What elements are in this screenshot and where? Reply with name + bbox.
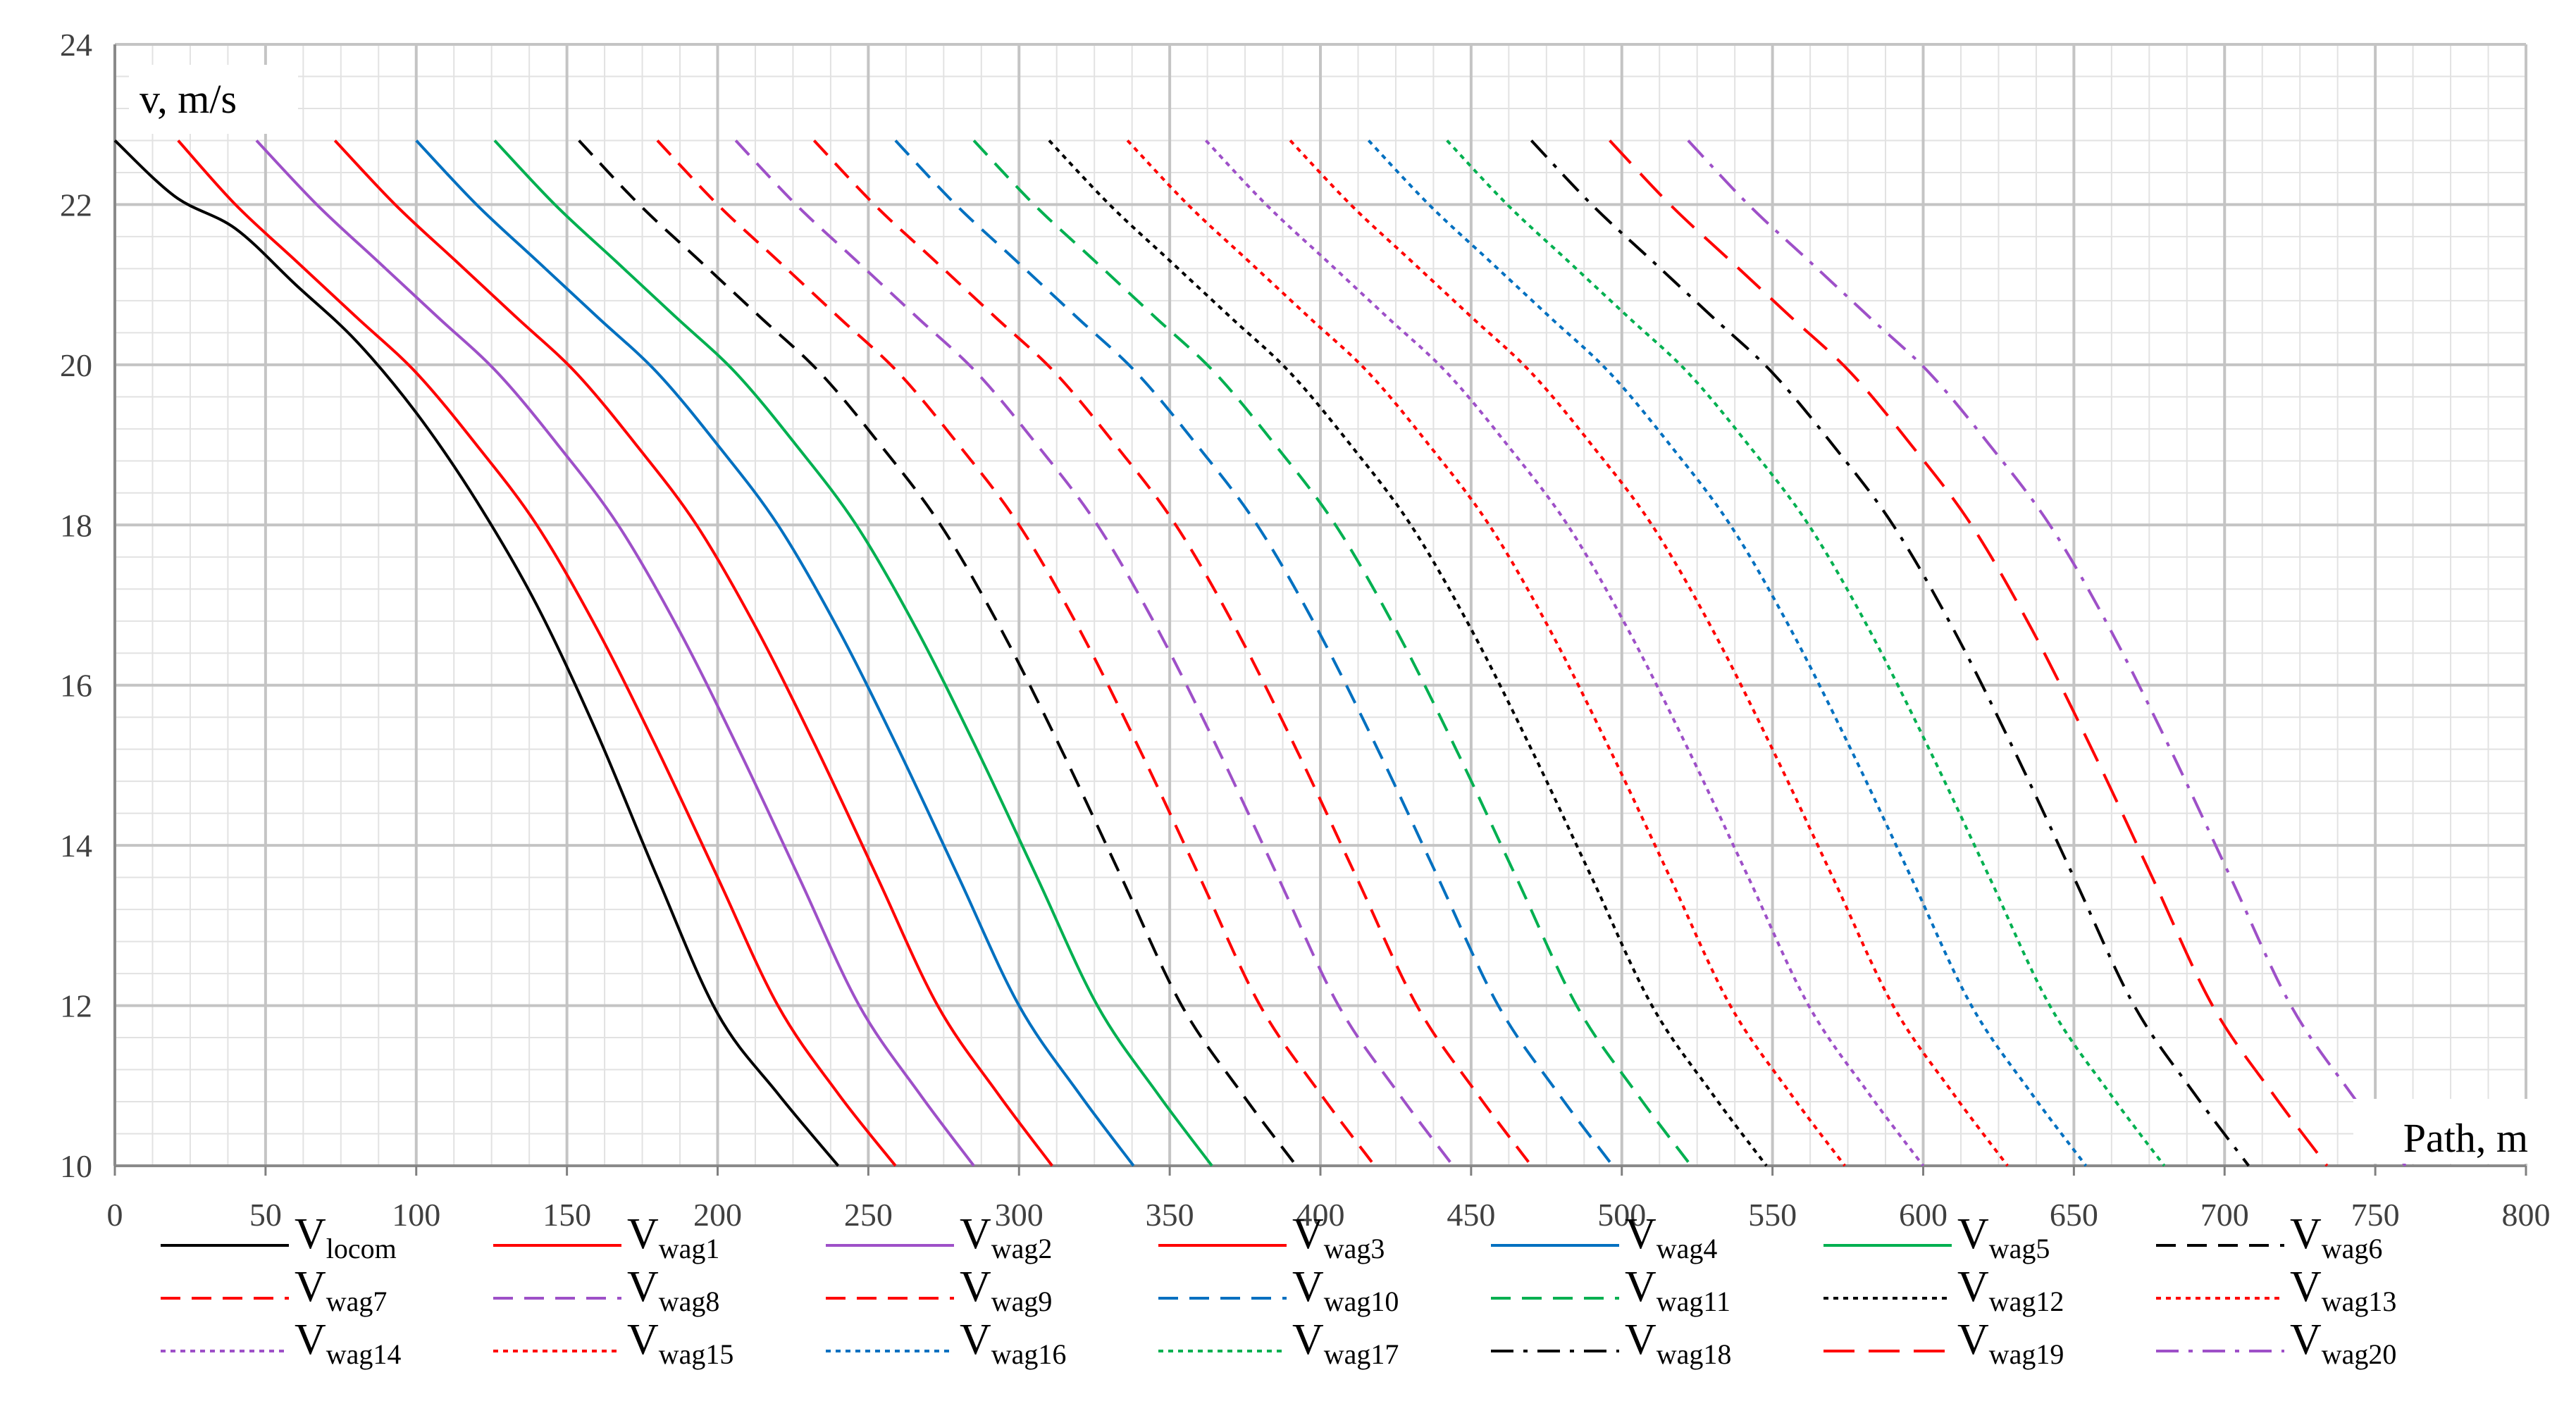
x-tick-label: 550 xyxy=(1748,1197,1797,1233)
legend-label-wag15: Vwag15 xyxy=(627,1316,733,1370)
series-line-wag1 xyxy=(177,139,897,1167)
x-tick-label: 250 xyxy=(844,1197,893,1233)
series-line-wag6 xyxy=(578,139,1298,1167)
y-tick-label: 24 xyxy=(60,27,92,63)
y-tick-label: 10 xyxy=(60,1148,92,1184)
y-tick-label: 22 xyxy=(60,187,92,223)
series-line-wag11 xyxy=(972,139,1692,1167)
x-axis-label: Path, m xyxy=(2403,1115,2528,1161)
series-line-wag8 xyxy=(734,139,1454,1167)
legend-label-wag14: Vwag14 xyxy=(295,1316,401,1370)
y-tick-label: 14 xyxy=(60,828,92,864)
legend-label-wag10: Vwag10 xyxy=(1292,1263,1399,1317)
legend-label-wag4: Vwag4 xyxy=(1625,1210,1717,1264)
series-line-wag19 xyxy=(1609,139,2329,1167)
x-tick-label: 150 xyxy=(543,1197,591,1233)
legend-label-wag20: Vwag20 xyxy=(2290,1316,2396,1370)
series-line-wag2 xyxy=(255,139,975,1167)
x-tick-label: 50 xyxy=(249,1197,282,1233)
series-line-wag12 xyxy=(1048,139,1768,1167)
x-tick-labels: 0 50 100 150 200 250 300 350 400 450 500 550 600 650 7… xyxy=(107,1166,2551,1233)
series-line-wag13 xyxy=(1126,139,1846,1167)
x-tick-label: 600 xyxy=(1899,1197,1948,1233)
series-line-wag16 xyxy=(1367,139,2088,1167)
series-layer xyxy=(113,139,2407,1167)
x-tick-label: 0 xyxy=(107,1197,123,1233)
legend-label-locom: Vlocom xyxy=(295,1210,397,1264)
legend-label-wag12: Vwag12 xyxy=(1957,1263,2064,1317)
legend-label-wag8: Vwag8 xyxy=(627,1263,719,1317)
series-line-wag4 xyxy=(415,139,1135,1167)
y-tick-labels: 10 12 14 16 18 20 22 24 xyxy=(60,27,92,1184)
y-tick-label: 20 xyxy=(60,347,92,383)
legend: Vlocom Vwag1 Vwag2 Vwag3 Vwag4 Vwag5 Vwag6Vwag… xyxy=(161,1210,2396,1370)
legend-label-wag7: Vwag7 xyxy=(295,1263,387,1317)
x-tick-label: 500 xyxy=(1597,1197,1646,1233)
legend-label-wag18: Vwag18 xyxy=(1625,1316,1731,1370)
legend-label-wag2: Vwag2 xyxy=(960,1210,1052,1264)
x-tick-label: 300 xyxy=(995,1197,1044,1233)
series-line-wag15 xyxy=(1289,139,2009,1167)
series-line-wag14 xyxy=(1205,139,1925,1167)
series-line-wag7 xyxy=(656,139,1376,1167)
legend-label-wag9: Vwag9 xyxy=(960,1263,1052,1317)
series-line-locom xyxy=(113,139,840,1167)
legend-label-wag13: Vwag13 xyxy=(2290,1263,2396,1317)
legend-label-wag16: Vwag16 xyxy=(960,1316,1066,1370)
series-line-wag18 xyxy=(1530,139,2250,1167)
series-line-wag5 xyxy=(493,139,1213,1167)
x-tick-label: 650 xyxy=(2050,1197,2098,1233)
y-axis-label: v, m/s xyxy=(140,76,237,122)
y-tick-label: 16 xyxy=(60,668,92,704)
x-tick-label: 100 xyxy=(392,1197,440,1233)
series-line-wag10 xyxy=(894,139,1614,1167)
legend-label-wag5: Vwag5 xyxy=(1957,1210,2050,1264)
x-tick-label: 700 xyxy=(2200,1197,2249,1233)
series-line-wag3 xyxy=(333,139,1053,1167)
y-tick-label: 18 xyxy=(60,507,92,543)
x-tick-label: 800 xyxy=(2502,1197,2551,1233)
x-tick-label: 450 xyxy=(1447,1197,1495,1233)
series-line-wag9 xyxy=(812,139,1533,1167)
y-tick-label: 12 xyxy=(60,988,92,1024)
x-tick-label: 400 xyxy=(1296,1197,1345,1233)
x-tick-label: 750 xyxy=(2351,1197,2400,1233)
legend-label-wag3: Vwag3 xyxy=(1292,1210,1385,1264)
legend-label-wag6: Vwag6 xyxy=(2290,1210,2382,1264)
series-line-wag17 xyxy=(1446,139,2166,1167)
x-tick-label: 350 xyxy=(1146,1197,1194,1233)
legend-label-wag17: Vwag17 xyxy=(1292,1316,1399,1370)
legend-label-wag11: Vwag11 xyxy=(1625,1263,1730,1317)
legend-label-wag1: Vwag1 xyxy=(627,1210,719,1264)
series-line-wag20 xyxy=(1687,139,2407,1167)
legend-label-wag19: Vwag19 xyxy=(1957,1316,2064,1370)
x-tick-label: 200 xyxy=(693,1197,742,1233)
y-label-background xyxy=(129,65,298,134)
x-label-background xyxy=(2353,1099,2540,1164)
